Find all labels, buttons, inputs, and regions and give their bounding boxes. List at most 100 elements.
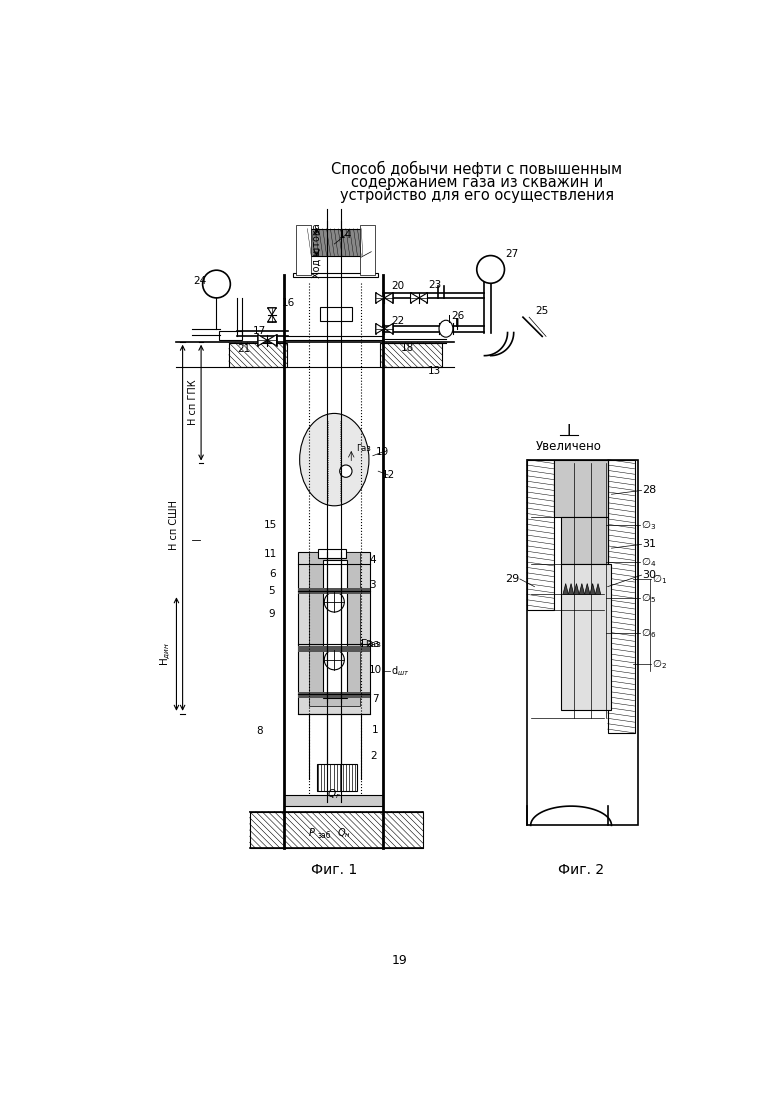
Text: Q$_н$: Q$_н$ — [337, 826, 351, 840]
Text: 7: 7 — [372, 694, 378, 704]
Text: $\varnothing_5$: $\varnothing_5$ — [640, 591, 656, 606]
Text: Ход штока: Ход штока — [311, 223, 321, 278]
Text: 15: 15 — [264, 520, 277, 531]
Text: 12: 12 — [381, 470, 395, 480]
Text: Газ: Газ — [356, 443, 370, 452]
Text: $\varnothing_6$: $\varnothing_6$ — [640, 627, 656, 640]
Bar — [323, 559, 347, 698]
Bar — [309, 552, 360, 706]
Text: 6: 6 — [269, 568, 276, 579]
Bar — [526, 460, 554, 610]
Text: Р: Р — [308, 828, 314, 838]
Bar — [219, 331, 242, 340]
Text: 28: 28 — [642, 485, 657, 495]
Text: Н сп СШН: Н сп СШН — [168, 500, 179, 550]
Text: 14: 14 — [339, 229, 353, 239]
Text: 19: 19 — [376, 447, 389, 457]
Text: Н$_{дин}$: Н$_{дин}$ — [159, 642, 173, 666]
Text: 24: 24 — [193, 276, 206, 286]
Text: 26: 26 — [451, 311, 464, 321]
Text: 31: 31 — [642, 539, 656, 549]
Polygon shape — [595, 583, 601, 595]
Text: $\varnothing_3$: $\varnothing_3$ — [640, 518, 656, 532]
Polygon shape — [376, 292, 385, 303]
Text: заб: заб — [317, 831, 331, 839]
Bar — [298, 646, 370, 652]
Polygon shape — [268, 314, 276, 322]
Polygon shape — [258, 334, 268, 346]
Text: 11: 11 — [264, 548, 277, 558]
Text: Способ добычи нефти с повышенным: Способ добычи нефти с повышенным — [332, 161, 622, 178]
Text: I: I — [567, 424, 572, 439]
Text: 3: 3 — [370, 580, 376, 590]
Bar — [293, 272, 378, 277]
Text: $\varnothing_1$: $\varnothing_1$ — [652, 572, 668, 586]
Text: устройство для его осуществления: устройство для его осуществления — [339, 188, 614, 203]
Text: 2: 2 — [370, 751, 377, 761]
Bar — [284, 794, 383, 806]
Circle shape — [203, 270, 230, 298]
Circle shape — [477, 256, 505, 283]
Text: I: I — [456, 317, 459, 330]
Text: 30: 30 — [642, 570, 656, 580]
Text: Газ: Газ — [361, 640, 380, 650]
Text: 23: 23 — [427, 280, 441, 290]
Polygon shape — [563, 583, 569, 595]
Text: Газ: Газ — [365, 640, 381, 649]
Text: $\varnothing_2$: $\varnothing_2$ — [652, 656, 668, 671]
Text: Q$_г$: Q$_г$ — [328, 788, 342, 802]
Bar — [298, 588, 370, 595]
Text: 18: 18 — [401, 343, 414, 353]
Polygon shape — [385, 323, 393, 334]
Polygon shape — [268, 334, 277, 346]
Text: 25: 25 — [536, 306, 549, 315]
Bar — [250, 812, 423, 848]
Text: 21: 21 — [238, 344, 251, 354]
Text: 4: 4 — [370, 555, 376, 565]
Polygon shape — [419, 292, 427, 303]
Bar — [360, 225, 375, 275]
Bar — [526, 460, 639, 825]
Text: 19: 19 — [392, 954, 408, 966]
Bar — [320, 307, 352, 321]
Bar — [296, 225, 311, 275]
Text: 10: 10 — [368, 665, 381, 675]
Text: содержанием газа из скважин и: содержанием газа из скважин и — [351, 175, 603, 190]
Circle shape — [324, 650, 344, 670]
Bar — [317, 763, 356, 791]
Text: 8: 8 — [257, 727, 263, 737]
Text: $\varnothing_4$: $\varnothing_4$ — [640, 555, 656, 569]
Polygon shape — [590, 583, 595, 595]
Text: 13: 13 — [427, 366, 441, 376]
Polygon shape — [410, 292, 419, 303]
Bar — [608, 460, 635, 733]
Text: 9: 9 — [268, 609, 275, 619]
Text: I: I — [448, 315, 452, 325]
Text: 17: 17 — [253, 326, 266, 336]
Text: 29: 29 — [505, 574, 519, 583]
Bar — [562, 564, 612, 710]
Bar — [298, 552, 370, 714]
Polygon shape — [376, 323, 385, 334]
Ellipse shape — [439, 320, 453, 338]
Text: 1: 1 — [372, 725, 378, 735]
Bar — [284, 336, 383, 340]
Bar — [381, 343, 442, 367]
Bar — [298, 693, 370, 698]
Ellipse shape — [300, 414, 369, 506]
Bar — [562, 517, 608, 564]
Bar — [318, 549, 346, 558]
Circle shape — [339, 465, 352, 478]
Text: 22: 22 — [392, 317, 405, 326]
Text: d$_{шт}$: d$_{шт}$ — [391, 664, 410, 678]
Polygon shape — [574, 583, 580, 595]
Text: 27: 27 — [505, 249, 518, 259]
Circle shape — [324, 592, 344, 612]
Bar — [229, 343, 287, 367]
Text: Н сп ГПК: Н сп ГПК — [188, 379, 198, 425]
Polygon shape — [268, 308, 276, 314]
Polygon shape — [569, 583, 574, 595]
Text: 20: 20 — [392, 281, 405, 291]
Polygon shape — [584, 583, 590, 595]
Polygon shape — [580, 583, 584, 595]
